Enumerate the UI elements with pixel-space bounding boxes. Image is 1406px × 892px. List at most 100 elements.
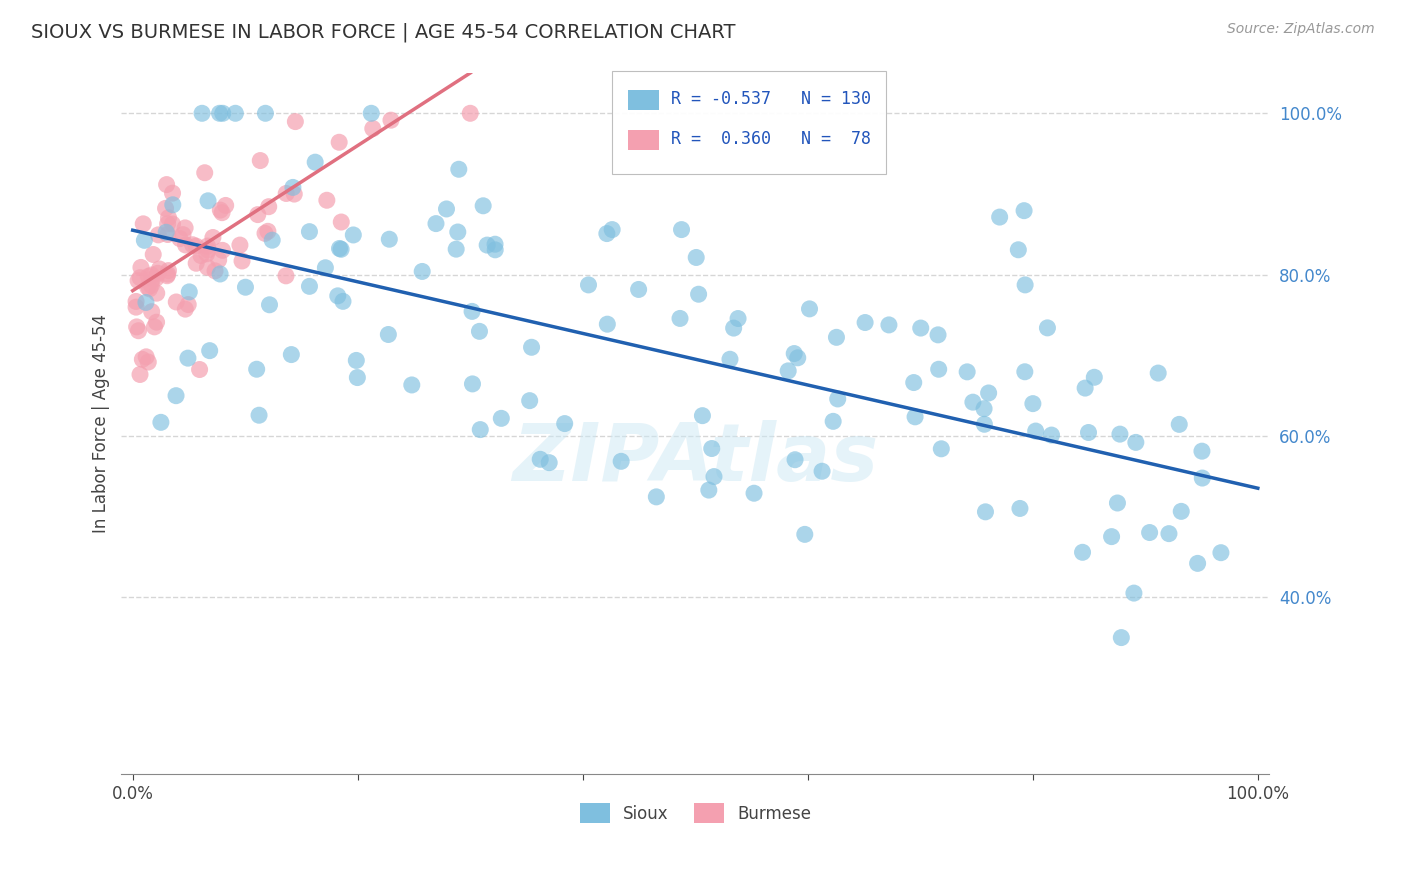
Point — [929, 442, 952, 456]
Point — [209, 203, 232, 218]
Point — [491, 411, 513, 425]
Point — [380, 113, 402, 128]
Point — [125, 300, 148, 314]
Point — [209, 267, 232, 281]
Point — [685, 251, 707, 265]
Point — [198, 343, 221, 358]
Point — [727, 311, 749, 326]
Point — [1122, 586, 1144, 600]
Point — [247, 408, 270, 422]
Point — [910, 321, 932, 335]
Point — [136, 280, 159, 294]
Point — [197, 243, 219, 257]
Point — [284, 114, 307, 128]
Point — [191, 106, 214, 120]
Point — [135, 295, 157, 310]
Text: R =  0.360   N =  78: R = 0.360 N = 78 — [671, 130, 870, 148]
Point — [444, 242, 467, 256]
Point — [436, 202, 458, 216]
Point — [141, 278, 163, 293]
Point — [155, 225, 177, 239]
Point — [177, 351, 200, 366]
Point — [162, 198, 184, 212]
Point — [877, 318, 900, 332]
Point — [162, 186, 184, 201]
Point — [169, 232, 191, 246]
Text: ZIPAtlas: ZIPAtlas — [512, 420, 879, 498]
Point — [148, 227, 170, 242]
Point — [179, 285, 201, 299]
Point — [156, 267, 179, 281]
Point — [197, 194, 219, 208]
Point — [360, 106, 382, 120]
Point — [928, 362, 950, 376]
Point — [904, 409, 927, 424]
Point — [472, 199, 495, 213]
Point — [688, 287, 710, 301]
Point — [1040, 428, 1063, 442]
Point — [145, 315, 167, 329]
Point — [224, 106, 246, 120]
Point — [156, 227, 179, 242]
Point — [188, 362, 211, 376]
Point — [136, 355, 159, 369]
Point — [194, 166, 217, 180]
Point — [229, 238, 252, 252]
Point — [246, 208, 269, 222]
Point — [853, 316, 876, 330]
Point — [201, 230, 224, 244]
Point — [1008, 501, 1031, 516]
Point — [723, 321, 745, 335]
Point — [181, 237, 204, 252]
Point — [125, 294, 148, 309]
Point — [974, 505, 997, 519]
Point — [783, 452, 806, 467]
Point — [141, 272, 163, 286]
Point — [146, 266, 169, 280]
Point — [578, 277, 600, 292]
Point — [235, 280, 257, 294]
Point — [231, 254, 253, 268]
Point — [211, 244, 233, 258]
Point — [1014, 365, 1036, 379]
Point — [1111, 631, 1133, 645]
Point — [596, 227, 619, 241]
Point — [778, 364, 800, 378]
Point — [692, 409, 714, 423]
Point — [328, 242, 350, 256]
Point — [1074, 381, 1097, 395]
Point — [1209, 546, 1232, 560]
Point — [145, 286, 167, 301]
Point — [1157, 526, 1180, 541]
Point — [314, 260, 336, 275]
Point — [1036, 321, 1059, 335]
Point — [470, 423, 492, 437]
Point — [141, 268, 163, 282]
Point — [827, 392, 849, 406]
Point — [174, 238, 197, 252]
Point — [328, 135, 350, 149]
Point — [703, 469, 725, 483]
Point — [1139, 525, 1161, 540]
Point — [165, 389, 187, 403]
Point — [988, 210, 1011, 224]
Point — [332, 294, 354, 309]
Point — [274, 268, 297, 283]
Point — [143, 319, 166, 334]
Point — [973, 401, 995, 416]
Point — [823, 414, 845, 428]
Point — [138, 282, 160, 296]
Point — [811, 464, 834, 478]
Point — [253, 227, 276, 241]
Text: SIOUX VS BURMESE IN LABOR FORCE | AGE 45-54 CORRELATION CHART: SIOUX VS BURMESE IN LABOR FORCE | AGE 45… — [31, 22, 735, 42]
Point — [962, 395, 984, 409]
Point — [600, 222, 623, 236]
Point — [1012, 203, 1035, 218]
Point — [697, 483, 720, 497]
Point — [627, 282, 650, 296]
Point — [148, 262, 170, 277]
Point — [461, 376, 484, 391]
Point — [1101, 530, 1123, 544]
Point — [172, 227, 194, 242]
Point — [1191, 471, 1213, 485]
